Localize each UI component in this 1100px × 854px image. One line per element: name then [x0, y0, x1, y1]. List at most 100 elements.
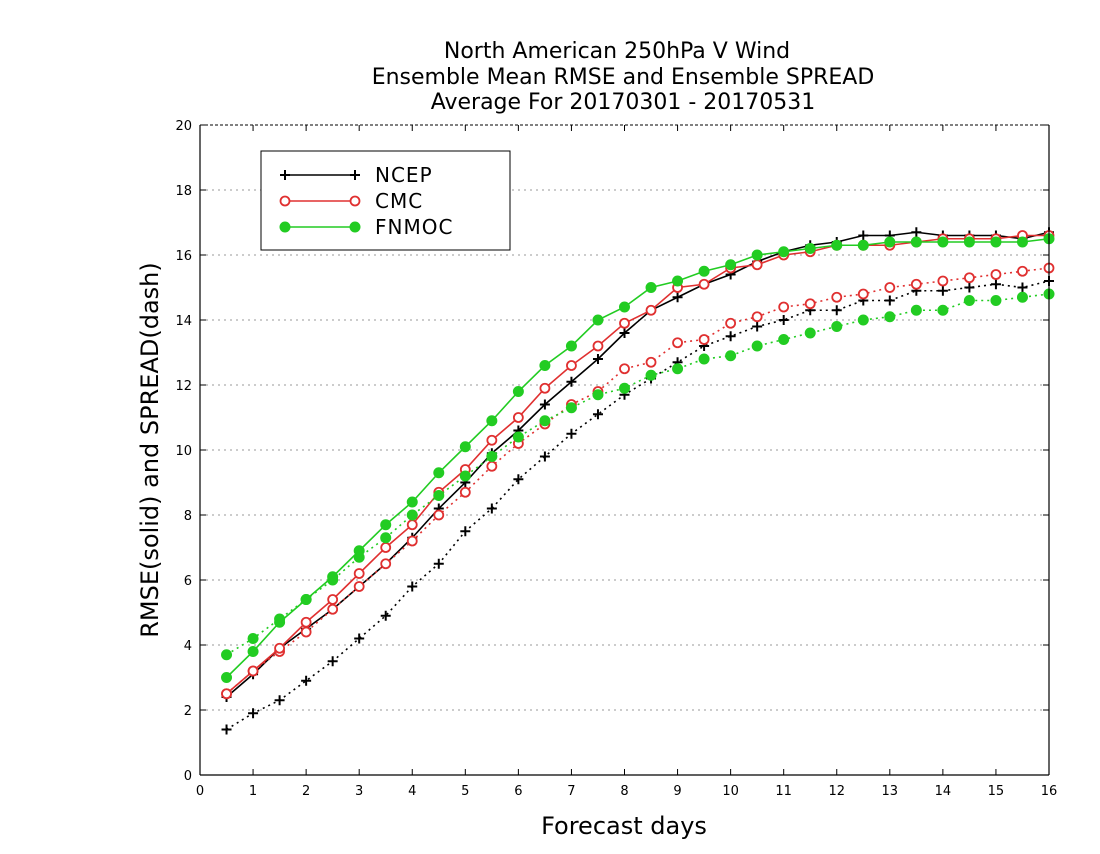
rmse-point-fnmoc: [486, 415, 498, 427]
x-tick-label: 12: [828, 784, 845, 799]
rmse-point-cmc: [353, 568, 365, 579]
spread-point-fnmoc: [565, 402, 577, 414]
rmse-line-cmc: [226, 234, 1049, 695]
spread-point-ncep: [884, 295, 895, 306]
legend-marker: [279, 221, 291, 233]
spread-point-fnmoc: [247, 633, 259, 644]
rmse-point-cmc: [512, 412, 524, 423]
y-tick-label: 8: [184, 509, 192, 524]
spread-point-fnmoc: [804, 327, 816, 339]
y-tick-label: 14: [175, 314, 192, 329]
rmse-point-fnmoc: [592, 314, 604, 326]
spread-point-cmc: [300, 626, 312, 638]
spread-point-cmc: [406, 535, 418, 547]
rmse-point-fnmoc: [884, 236, 896, 248]
x-tick-label: 1: [249, 784, 257, 799]
legend-entry-fnmoc: FNMOC: [279, 215, 453, 239]
spread-point-fnmoc: [910, 304, 922, 316]
spread-point-fnmoc: [380, 532, 392, 544]
rmse-point-cmc: [539, 382, 551, 394]
y-tick-label: 4: [184, 639, 192, 654]
rmse-point-cmc: [645, 304, 657, 316]
rmse-point-cmc: [300, 616, 312, 628]
spread-point-fnmoc: [459, 470, 471, 482]
rmse-point-fnmoc: [937, 236, 949, 248]
rmse-point-cmc: [698, 278, 710, 290]
x-tick-label: 11: [775, 784, 792, 799]
spread-point-cmc: [672, 337, 683, 349]
spread-point-cmc: [964, 272, 975, 284]
spread-point-ncep: [221, 724, 232, 735]
x-tick-label: 4: [408, 784, 416, 799]
spread-point-cmc: [857, 288, 869, 300]
rmse-point-fnmoc: [725, 259, 737, 271]
rmse-point-ncep: [539, 399, 550, 410]
spread-point-ncep: [354, 633, 365, 644]
rmse-point-fnmoc: [751, 249, 763, 261]
chart-title-line-2: Ensemble Mean RMSE and Ensemble SPREAD: [372, 65, 875, 90]
spread-point-cmc: [698, 334, 710, 345]
spread-point-cmc: [831, 291, 843, 303]
legend-marker: [349, 221, 361, 233]
spread-point-cmc: [1017, 265, 1028, 277]
spread-point-cmc: [778, 301, 790, 313]
spread-point-fnmoc: [831, 321, 843, 332]
legend-label-fnmoc: FNMOC: [375, 215, 453, 239]
spread-point-fnmoc: [539, 415, 551, 427]
spread-point-cmc: [725, 317, 737, 329]
spread-point-fnmoc: [221, 649, 233, 661]
spread-point-ncep: [990, 279, 1001, 290]
spread-point-fnmoc: [592, 389, 604, 401]
spread-point-ncep: [513, 474, 524, 485]
spread-point-ncep: [433, 558, 444, 569]
rmse-point-ncep: [858, 230, 869, 241]
rmse-point-fnmoc: [433, 467, 445, 479]
spread-line-fnmoc: [226, 293, 1050, 656]
spread-point-fnmoc: [406, 509, 418, 521]
spread-point-cmc: [380, 558, 392, 570]
spread-point-fnmoc: [698, 353, 710, 365]
spread-point-cmc: [353, 581, 365, 592]
x-tick-label: 6: [514, 784, 522, 799]
x-tick-label: 15: [988, 784, 1005, 799]
spread-point-cmc: [910, 278, 922, 290]
spread-point-ncep: [301, 675, 312, 686]
legend-entry-cmc: CMC: [279, 189, 423, 213]
y-tick-label: 20: [175, 119, 192, 134]
rmse-point-fnmoc: [221, 672, 233, 683]
y-tick-label: 0: [184, 769, 192, 784]
legend-label-cmc: CMC: [375, 189, 423, 213]
spread-point-fnmoc: [433, 490, 445, 501]
spread-point-ncep: [752, 321, 763, 332]
spread-point-fnmoc: [725, 350, 737, 362]
spread-point-ncep: [725, 331, 736, 342]
rmse-point-fnmoc: [672, 275, 684, 287]
rmse-point-fnmoc: [353, 545, 365, 557]
x-axis-label: Forecast days: [541, 812, 707, 840]
legend-marker: [349, 195, 361, 207]
legend-marker: [350, 170, 360, 180]
spread-point-ncep: [1017, 282, 1028, 293]
rmse-point-fnmoc: [380, 519, 392, 531]
series-cmc: [221, 230, 1055, 700]
x-tick-label: 2: [302, 784, 310, 799]
x-tick-label: 10: [722, 784, 739, 799]
y-tick-label: 10: [175, 444, 192, 459]
legend-entry-ncep: NCEP: [280, 163, 432, 187]
spread-point-fnmoc: [884, 311, 896, 323]
rmse-point-cmc: [486, 434, 498, 446]
spread-point-ncep: [327, 656, 338, 667]
rmse-point-fnmoc: [406, 496, 418, 508]
rmse-point-fnmoc: [327, 571, 339, 583]
spread-point-ncep: [964, 282, 975, 293]
spread-point-ncep: [274, 695, 285, 706]
rmse-point-fnmoc: [990, 236, 1002, 248]
rmse-line-fnmoc: [225, 237, 1050, 679]
x-tick-label: 0: [196, 784, 204, 799]
spread-line-ncep: [226, 280, 1050, 731]
rmse-point-ncep: [619, 328, 630, 338]
x-tick-label: 14: [935, 784, 952, 799]
spread-point-fnmoc: [619, 382, 630, 394]
spread-point-ncep: [380, 610, 391, 621]
